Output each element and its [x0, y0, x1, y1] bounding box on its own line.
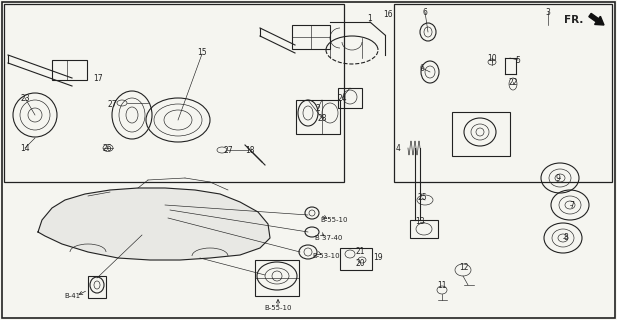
Text: 20: 20 — [355, 259, 365, 268]
Text: 1: 1 — [368, 13, 373, 22]
Text: B 37-40: B 37-40 — [315, 235, 342, 241]
Text: 14: 14 — [20, 143, 30, 153]
Text: 17: 17 — [93, 74, 103, 83]
Bar — [52, 60, 87, 80]
Text: B-53-10: B-53-10 — [312, 253, 340, 259]
Text: B-41: B-41 — [64, 293, 80, 299]
Text: 13: 13 — [415, 218, 425, 227]
Bar — [4, 4, 344, 182]
Text: B-55-10: B-55-10 — [320, 217, 348, 223]
Text: 16: 16 — [383, 10, 393, 19]
Text: 6: 6 — [420, 63, 424, 73]
Bar — [452, 112, 510, 156]
Text: 23: 23 — [20, 93, 30, 102]
Text: 10: 10 — [487, 53, 497, 62]
Text: 25: 25 — [417, 194, 427, 203]
Text: 24: 24 — [337, 93, 347, 102]
Text: 27: 27 — [223, 146, 233, 155]
Bar — [296, 100, 340, 134]
Text: 26: 26 — [102, 143, 112, 153]
Text: 4: 4 — [395, 143, 400, 153]
Text: 15: 15 — [197, 47, 207, 57]
Bar — [338, 88, 362, 108]
Text: 12: 12 — [459, 263, 469, 273]
Text: 18: 18 — [245, 146, 255, 155]
Bar — [255, 260, 299, 296]
Text: 22: 22 — [508, 77, 518, 86]
Text: 28: 28 — [317, 114, 327, 123]
Text: 7: 7 — [569, 201, 574, 210]
Bar — [292, 25, 330, 49]
Text: FR.: FR. — [565, 15, 584, 25]
Text: 3: 3 — [545, 7, 550, 17]
Text: 2: 2 — [316, 103, 320, 113]
Bar — [410, 220, 438, 238]
Text: 11: 11 — [437, 282, 447, 291]
FancyArrow shape — [589, 13, 604, 25]
Polygon shape — [38, 188, 270, 260]
Text: B-55-10: B-55-10 — [264, 305, 292, 311]
Bar — [88, 276, 106, 298]
Text: 5: 5 — [516, 55, 520, 65]
Bar — [340, 248, 372, 270]
Text: 8: 8 — [563, 234, 568, 243]
Text: 9: 9 — [555, 173, 560, 182]
Text: 21: 21 — [355, 247, 365, 257]
Bar — [394, 4, 612, 182]
Text: 27: 27 — [107, 100, 117, 108]
Text: 6: 6 — [423, 7, 428, 17]
Text: 19: 19 — [373, 253, 383, 262]
